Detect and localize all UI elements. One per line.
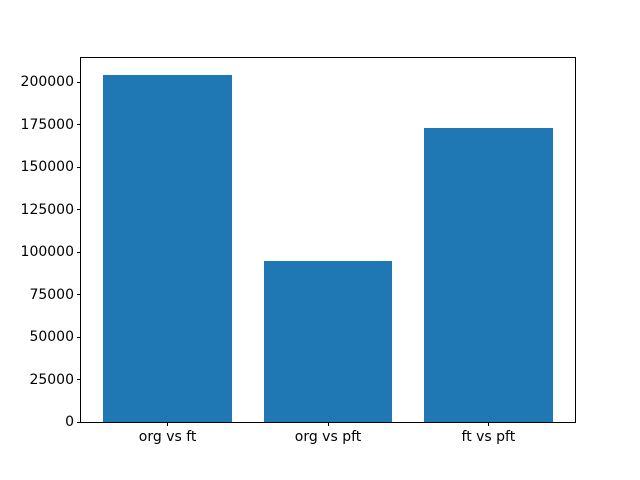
bar-org-vs-ft — [103, 75, 232, 422]
y-tick-mark — [77, 209, 81, 211]
y-tick-25000: 25000 — [29, 373, 81, 387]
y-tick-125000: 125000 — [21, 203, 81, 217]
x-tick-label-org-vs-ft: org vs ft — [138, 429, 197, 445]
y-tick-150000: 150000 — [21, 160, 81, 174]
bar-org-vs-pft — [263, 260, 393, 422]
x-tick-mark — [487, 422, 489, 426]
y-tick-0: 0 — [65, 415, 81, 429]
y-tick-label: 50000 — [29, 329, 74, 346]
y-tick-mark — [77, 421, 81, 423]
y-tick-label: 75000 — [29, 286, 74, 303]
y-tick-mark — [77, 379, 81, 381]
y-tick-50000: 50000 — [29, 330, 81, 344]
y-tick-mark — [77, 336, 81, 338]
plot-area: 0 25000 50000 75000 100000 125000 150000 175000… — [21, 57, 576, 445]
y-tick-label: 0 — [65, 414, 74, 430]
x-tick-label-ft-vs-pft: ft vs pft — [461, 429, 516, 445]
y-tick-mark — [77, 81, 81, 83]
y-tick-100000: 100000 — [21, 245, 81, 259]
y-tick-label: 125000 — [20, 201, 74, 218]
y-tick-label: 100000 — [20, 244, 74, 261]
y-tick-label: 150000 — [20, 159, 74, 176]
y-tick-mark — [77, 251, 81, 253]
y-tick-mark — [77, 294, 81, 296]
y-tick-label: 175000 — [20, 116, 74, 133]
x-tick-label-org-vs-pft: org vs pft — [294, 429, 362, 445]
y-tick-mark — [77, 166, 81, 168]
bar-ft-vs-pft — [424, 128, 553, 422]
y-tick-75000: 75000 — [29, 288, 81, 302]
y-tick-label: 200000 — [20, 74, 74, 91]
x-tick-mark — [167, 422, 169, 426]
y-tick-label: 25000 — [29, 371, 74, 388]
y-tick-mark — [77, 124, 81, 126]
y-tick-175000: 175000 — [21, 118, 81, 132]
x-tick-mark — [327, 422, 329, 426]
y-tick-200000: 200000 — [21, 75, 81, 89]
